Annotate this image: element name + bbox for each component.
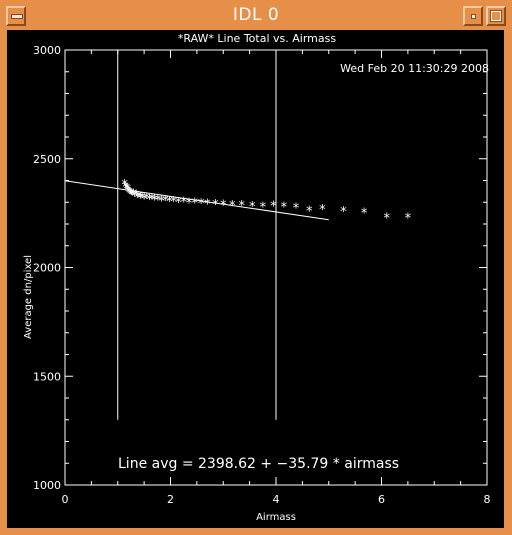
data-point: * (293, 202, 300, 217)
data-point: * (186, 196, 193, 211)
data-point: * (212, 198, 219, 213)
data-point: * (384, 211, 391, 226)
data-point: * (180, 196, 187, 211)
data-point: * (281, 200, 288, 215)
data-point: * (141, 192, 148, 207)
y-axis-label: Average dn/pixel (23, 255, 34, 339)
fit-line (64, 180, 329, 221)
data-point: * (319, 203, 326, 218)
minimize-glyph (471, 14, 476, 19)
window-title: IDL 0 (232, 5, 280, 25)
data-point: * (129, 189, 136, 204)
data-point: * (131, 189, 138, 204)
data-point: * (270, 200, 277, 215)
data-point: * (122, 181, 129, 196)
data-point: * (125, 185, 132, 200)
data-point: * (134, 191, 141, 206)
data-point: * (130, 188, 137, 203)
data-point: * (175, 196, 182, 211)
title-bar[interactable]: IDL 0 (3, 3, 509, 29)
y-tick-label: 2500 (33, 153, 61, 166)
data-point: * (170, 195, 177, 210)
window-menu-icon[interactable] (6, 6, 26, 26)
timestamp-label: Wed Feb 20 11:30:29 2008 (340, 62, 489, 75)
minimize-icon[interactable] (463, 6, 483, 26)
y-tick-label: 2000 (33, 262, 61, 275)
data-point: * (123, 182, 130, 197)
data-point: * (149, 192, 156, 207)
y-tick-label: 1500 (33, 370, 61, 383)
data-point: * (127, 187, 134, 202)
data-point: * (121, 178, 128, 193)
data-point: * (158, 195, 165, 210)
y-tick-label: 1000 (33, 479, 61, 492)
data-point: * (229, 199, 236, 214)
x-tick-label: 2 (167, 493, 174, 506)
data-point: * (204, 197, 211, 212)
x-tick-label: 6 (378, 493, 385, 506)
data-point: * (155, 193, 162, 208)
data-point: * (340, 205, 347, 220)
data-points: ***************************** * * * * * * * * * * *… (121, 178, 411, 227)
data-point: * (128, 188, 135, 203)
data-point: * (238, 199, 245, 214)
data-point: * (249, 200, 256, 215)
x-tick-label: 8 (484, 493, 491, 506)
data-point: * (192, 197, 199, 212)
vertical-marker-lines (117, 50, 277, 420)
maximize-glyph (490, 10, 502, 22)
x-tick-label: 4 (273, 493, 280, 506)
data-point: * (136, 190, 143, 205)
x-axis-label: Airmass (256, 512, 296, 523)
maximize-icon[interactable] (486, 6, 506, 26)
data-point: * (405, 212, 412, 227)
data-point: * (146, 193, 153, 208)
data-point: * (126, 186, 133, 201)
x-tick-label: 0 (62, 493, 69, 506)
data-point: * (125, 183, 132, 198)
data-point: * (220, 198, 227, 213)
fit-equation: Line avg = 2398.62 + −35.79 * airmass (118, 456, 399, 472)
data-point: * (361, 206, 368, 221)
data-point: * (198, 197, 205, 212)
data-point: * (151, 194, 158, 209)
chart-title: *RAW* Line Total vs. Airmass (178, 32, 336, 45)
data-point: * (166, 195, 173, 210)
data-point: * (137, 191, 144, 206)
data-point: * (260, 201, 267, 216)
data-point: * (133, 189, 140, 204)
data-point: * (139, 191, 146, 206)
axis-tick-labels: 0 2 4 6 8 1000 1500 2000 2500 3000 (33, 44, 491, 506)
data-point: * (306, 205, 313, 220)
menu-bar-glyph (11, 14, 23, 19)
data-point: * (144, 191, 151, 206)
y-tick-label: 3000 (33, 44, 61, 57)
data-point: * (162, 194, 169, 209)
plot-canvas: 0 2 4 6 8 1000 1500 2000 2500 3000 * * * * * * * * * * * * * *… (7, 30, 504, 528)
